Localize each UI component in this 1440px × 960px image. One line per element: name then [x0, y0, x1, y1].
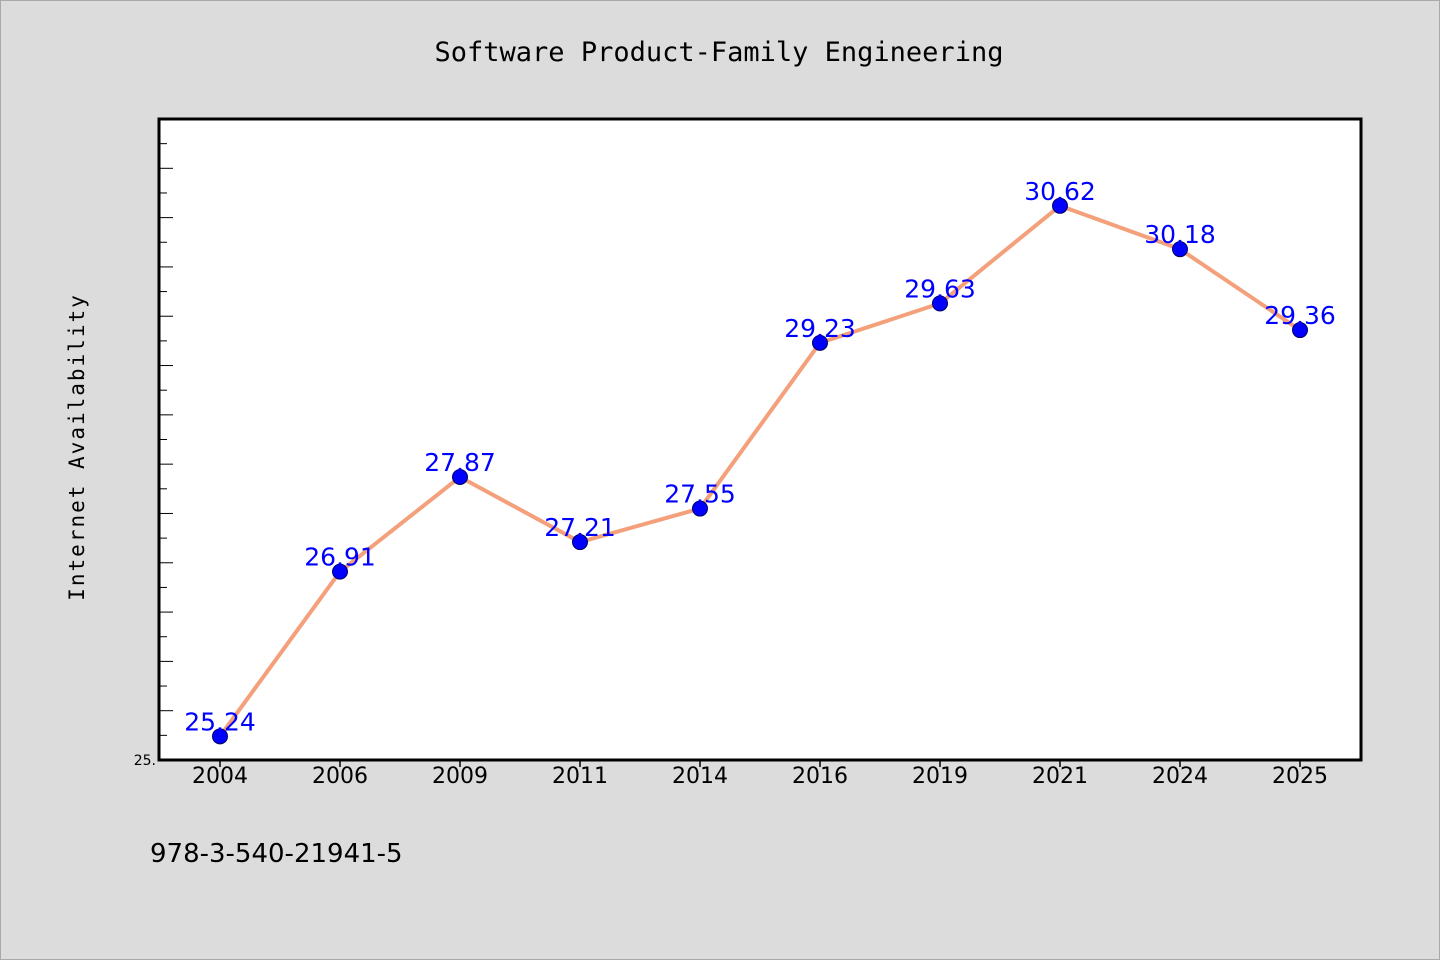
data-label: 29.63: [904, 274, 976, 303]
x-tick-label: 2006: [312, 764, 368, 789]
data-point-marker: [1292, 322, 1308, 339]
data-label: 27.21: [544, 513, 616, 542]
y-axis-ticks: 25.: [134, 118, 173, 769]
data-point-marker: [1052, 197, 1068, 214]
data-point-marker: [812, 334, 828, 351]
footnote-isbn: 978-3-540-21941-5: [150, 839, 403, 869]
data-label: 30.62: [1024, 177, 1096, 206]
data-label: 30.18: [1144, 220, 1216, 249]
x-tick-label: 2025: [1272, 764, 1328, 789]
data-point-marker: [932, 295, 948, 312]
data-markers: [212, 197, 1308, 745]
chart-title: Software Product-Family Engineering: [435, 37, 1004, 68]
data-point-marker: [572, 534, 588, 551]
series-line: [218, 203, 1302, 738]
x-tick-label: 2014: [672, 764, 728, 789]
data-label: 29.23: [784, 314, 856, 343]
data-labels: 25.24 26.91 27.87 27.21 27.55 29.23 29.63 30.62…: [184, 177, 1336, 737]
data-point-marker: [1172, 241, 1188, 258]
x-tick-label: 2024: [1152, 764, 1208, 789]
data-label: 26.91: [304, 543, 376, 572]
data-point-marker: [332, 563, 348, 580]
x-tick-label: 2004: [192, 764, 248, 789]
y-tick-label: 25.: [134, 753, 156, 769]
data-label: 27.55: [664, 480, 736, 509]
data-label: 29.36: [1264, 301, 1336, 330]
data-point-marker: [452, 468, 468, 485]
x-tick-label: 2016: [792, 764, 848, 789]
data-point-marker: [692, 500, 708, 517]
x-tick-label: 2021: [1032, 764, 1088, 789]
x-tick-label: 2019: [912, 764, 968, 789]
y-axis-label: Internet Availability: [65, 293, 89, 601]
data-label: 25.24: [184, 707, 256, 736]
data-label: 27.87: [424, 448, 496, 477]
plot-area: [157, 117, 1363, 762]
data-point-marker: [212, 728, 228, 745]
x-tick-label: 2011: [552, 764, 608, 789]
series-line-group: [218, 203, 1302, 738]
x-axis-ticks: 2004 2006 2009 2011 2014 2016 2019 2021 2024 2025: [192, 760, 1328, 789]
x-tick-label: 2009: [432, 764, 488, 789]
